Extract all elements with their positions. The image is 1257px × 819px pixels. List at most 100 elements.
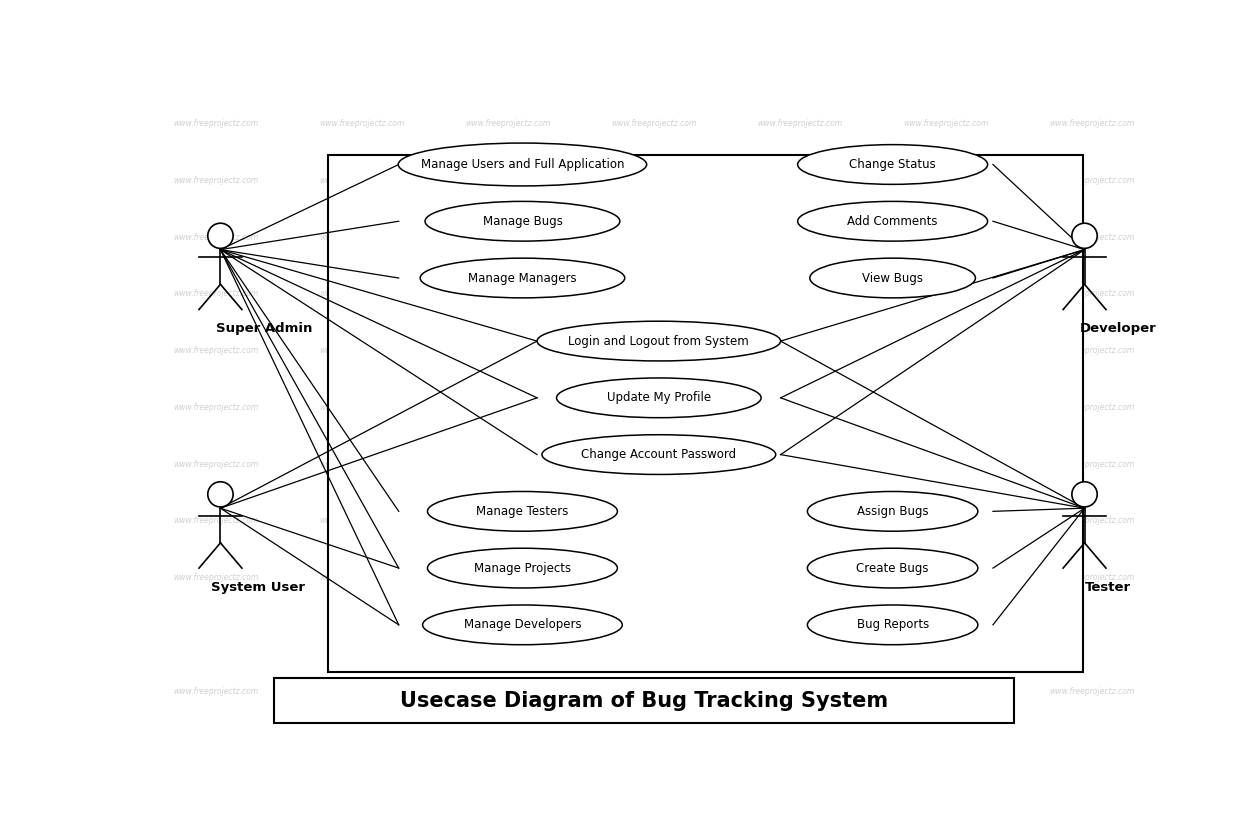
Text: www.freeprojectz.com: www.freeprojectz.com: [611, 233, 696, 242]
Text: www.freeprojectz.com: www.freeprojectz.com: [611, 289, 696, 298]
Text: www.freeprojectz.com: www.freeprojectz.com: [1050, 459, 1135, 468]
Text: www.freeprojectz.com: www.freeprojectz.com: [1050, 516, 1135, 525]
Text: www.freeprojectz.com: www.freeprojectz.com: [611, 119, 696, 128]
Text: Usecase Diagram of Bug Tracking System: Usecase Diagram of Bug Tracking System: [400, 690, 889, 711]
Text: www.freeprojectz.com: www.freeprojectz.com: [319, 289, 405, 298]
Text: Manage Projects: Manage Projects: [474, 562, 571, 575]
Text: www.freeprojectz.com: www.freeprojectz.com: [465, 289, 551, 298]
Text: www.freeprojectz.com: www.freeprojectz.com: [758, 686, 842, 695]
Text: www.freeprojectz.com: www.freeprojectz.com: [173, 176, 258, 185]
Text: www.freeprojectz.com: www.freeprojectz.com: [173, 289, 258, 298]
Text: Manage Managers: Manage Managers: [468, 272, 577, 284]
Text: www.freeprojectz.com: www.freeprojectz.com: [758, 233, 842, 242]
Text: Add Comments: Add Comments: [847, 215, 938, 228]
Text: www.freeprojectz.com: www.freeprojectz.com: [319, 233, 405, 242]
Ellipse shape: [807, 605, 978, 645]
Ellipse shape: [207, 224, 233, 248]
Text: www.freeprojectz.com: www.freeprojectz.com: [173, 119, 258, 128]
Text: www.freeprojectz.com: www.freeprojectz.com: [904, 233, 989, 242]
Text: View Bugs: View Bugs: [862, 272, 923, 284]
Text: Manage Developers: Manage Developers: [464, 618, 581, 631]
Text: www.freeprojectz.com: www.freeprojectz.com: [758, 403, 842, 412]
Text: www.freeprojectz.com: www.freeprojectz.com: [904, 346, 989, 355]
Ellipse shape: [422, 605, 622, 645]
Text: www.freeprojectz.com: www.freeprojectz.com: [1050, 346, 1135, 355]
Text: www.freeprojectz.com: www.freeprojectz.com: [319, 119, 405, 128]
Text: Tester: Tester: [1085, 581, 1130, 594]
Text: www.freeprojectz.com: www.freeprojectz.com: [611, 573, 696, 582]
FancyBboxPatch shape: [274, 678, 1014, 722]
Ellipse shape: [1072, 224, 1097, 248]
Text: www.freeprojectz.com: www.freeprojectz.com: [465, 233, 551, 242]
Text: www.freeprojectz.com: www.freeprojectz.com: [465, 403, 551, 412]
Text: www.freeprojectz.com: www.freeprojectz.com: [319, 573, 405, 582]
Text: Login and Logout from System: Login and Logout from System: [568, 335, 749, 347]
Text: www.freeprojectz.com: www.freeprojectz.com: [465, 346, 551, 355]
Ellipse shape: [427, 548, 617, 588]
Text: www.freeprojectz.com: www.freeprojectz.com: [319, 686, 405, 695]
Text: www.freeprojectz.com: www.freeprojectz.com: [904, 289, 989, 298]
Text: www.freeprojectz.com: www.freeprojectz.com: [465, 176, 551, 185]
Text: www.freeprojectz.com: www.freeprojectz.com: [758, 176, 842, 185]
Text: www.freeprojectz.com: www.freeprojectz.com: [1050, 686, 1135, 695]
Ellipse shape: [542, 435, 776, 474]
Text: Bug Reports: Bug Reports: [856, 618, 929, 631]
Text: www.freeprojectz.com: www.freeprojectz.com: [611, 346, 696, 355]
Ellipse shape: [1072, 482, 1097, 507]
Text: www.freeprojectz.com: www.freeprojectz.com: [1050, 233, 1135, 242]
Text: www.freeprojectz.com: www.freeprojectz.com: [465, 686, 551, 695]
Text: www.freeprojectz.com: www.freeprojectz.com: [1050, 403, 1135, 412]
Text: www.freeprojectz.com: www.freeprojectz.com: [904, 516, 989, 525]
Text: System User: System User: [211, 581, 304, 594]
Ellipse shape: [398, 143, 646, 186]
Text: www.freeprojectz.com: www.freeprojectz.com: [904, 176, 989, 185]
Text: www.freeprojectz.com: www.freeprojectz.com: [758, 516, 842, 525]
Ellipse shape: [810, 258, 975, 298]
Text: www.freeprojectz.com: www.freeprojectz.com: [758, 459, 842, 468]
Text: www.freeprojectz.com: www.freeprojectz.com: [173, 573, 258, 582]
Text: www.freeprojectz.com: www.freeprojectz.com: [758, 289, 842, 298]
Text: Manage Bugs: Manage Bugs: [483, 215, 562, 228]
Text: www.freeprojectz.com: www.freeprojectz.com: [319, 459, 405, 468]
Text: Super Admin: Super Admin: [216, 322, 312, 335]
Text: www.freeprojectz.com: www.freeprojectz.com: [758, 573, 842, 582]
Ellipse shape: [537, 321, 781, 361]
Ellipse shape: [207, 482, 233, 507]
Text: www.freeprojectz.com: www.freeprojectz.com: [319, 176, 405, 185]
Text: www.freeprojectz.com: www.freeprojectz.com: [1050, 289, 1135, 298]
Ellipse shape: [798, 145, 988, 184]
Ellipse shape: [798, 201, 988, 241]
Text: www.freeprojectz.com: www.freeprojectz.com: [319, 403, 405, 412]
Text: Assign Bugs: Assign Bugs: [857, 505, 929, 518]
Text: Change Account Password: Change Account Password: [581, 448, 737, 461]
Text: www.freeprojectz.com: www.freeprojectz.com: [758, 119, 842, 128]
Ellipse shape: [807, 548, 978, 588]
Text: www.freeprojectz.com: www.freeprojectz.com: [758, 346, 842, 355]
Text: www.freeprojectz.com: www.freeprojectz.com: [319, 516, 405, 525]
Ellipse shape: [420, 258, 625, 298]
Text: Update My Profile: Update My Profile: [607, 391, 711, 405]
Text: www.freeprojectz.com: www.freeprojectz.com: [465, 516, 551, 525]
Ellipse shape: [425, 201, 620, 241]
Text: www.freeprojectz.com: www.freeprojectz.com: [465, 119, 551, 128]
Text: Create Bugs: Create Bugs: [856, 562, 929, 575]
Text: www.freeprojectz.com: www.freeprojectz.com: [1050, 119, 1135, 128]
Ellipse shape: [807, 491, 978, 532]
Text: www.freeprojectz.com: www.freeprojectz.com: [611, 403, 696, 412]
Ellipse shape: [427, 491, 617, 532]
Text: www.freeprojectz.com: www.freeprojectz.com: [611, 459, 696, 468]
Text: Change Status: Change Status: [850, 158, 936, 171]
Text: www.freeprojectz.com: www.freeprojectz.com: [1050, 176, 1135, 185]
Text: www.freeprojectz.com: www.freeprojectz.com: [611, 686, 696, 695]
Text: www.freeprojectz.com: www.freeprojectz.com: [904, 573, 989, 582]
Text: www.freeprojectz.com: www.freeprojectz.com: [319, 346, 405, 355]
Text: www.freeprojectz.com: www.freeprojectz.com: [904, 119, 989, 128]
Text: www.freeprojectz.com: www.freeprojectz.com: [173, 516, 258, 525]
FancyBboxPatch shape: [328, 155, 1082, 672]
Text: www.freeprojectz.com: www.freeprojectz.com: [611, 516, 696, 525]
Text: Manage Testers: Manage Testers: [476, 505, 568, 518]
Text: www.freeprojectz.com: www.freeprojectz.com: [904, 686, 989, 695]
Text: www.freeprojectz.com: www.freeprojectz.com: [173, 686, 258, 695]
Text: www.freeprojectz.com: www.freeprojectz.com: [465, 573, 551, 582]
Text: www.freeprojectz.com: www.freeprojectz.com: [465, 459, 551, 468]
